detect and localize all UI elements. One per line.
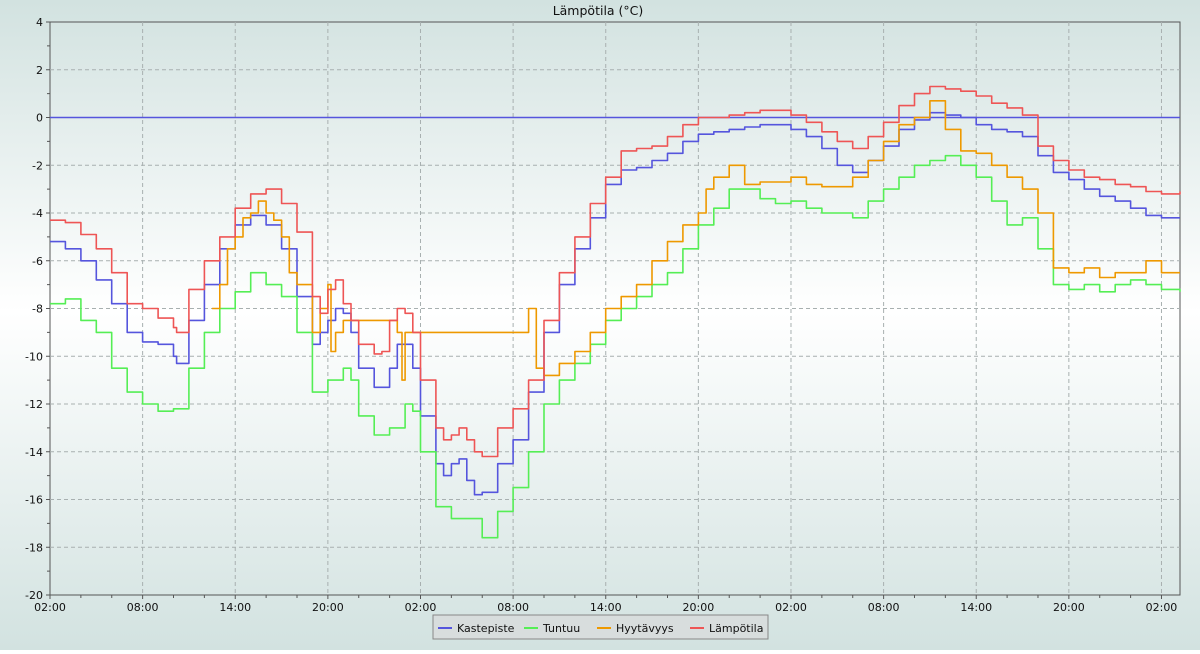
x-tick-label: 02:00 — [34, 601, 66, 614]
y-tick-label: -20 — [25, 589, 43, 602]
legend-label: Kastepiste — [457, 622, 515, 635]
x-tick-label: 14:00 — [219, 601, 251, 614]
x-tick-label: 14:00 — [590, 601, 622, 614]
y-tick-label: -18 — [25, 541, 43, 554]
y-tick-label: -2 — [32, 159, 43, 172]
x-tick-label: 20:00 — [683, 601, 715, 614]
y-tick-label: 0 — [36, 112, 43, 125]
y-tick-label: 2 — [36, 64, 43, 77]
x-tick-label: 20:00 — [312, 601, 344, 614]
y-tick-label: -16 — [25, 494, 43, 507]
y-tick-label: -8 — [32, 303, 43, 316]
y-tick-label: -12 — [25, 398, 43, 411]
y-tick-label: -14 — [25, 446, 43, 459]
legend-label: Hyytävyys — [616, 622, 674, 635]
legend-label: Lämpötila — [709, 622, 763, 635]
x-tick-label: 02:00 — [775, 601, 807, 614]
y-tick-label: -6 — [32, 255, 43, 268]
x-tick-label: 20:00 — [1053, 601, 1085, 614]
series-line-2 — [212, 100, 1180, 381]
x-tick-label: 02:00 — [405, 601, 437, 614]
chart-title: Lämpötila (°C) — [553, 3, 644, 18]
series-line-1 — [50, 154, 1181, 539]
series-lines — [50, 85, 1181, 539]
x-tick-label: 14:00 — [960, 601, 992, 614]
x-tick-label: 02:00 — [1146, 601, 1178, 614]
x-tick-label: 08:00 — [497, 601, 529, 614]
x-tick-label: 08:00 — [127, 601, 159, 614]
y-tick-label: -10 — [25, 350, 43, 363]
y-tick-label: -4 — [32, 207, 43, 220]
legend: Kastepiste Tuntuu Hyytävyys Lämpötila — [432, 614, 769, 640]
legend-label: Tuntuu — [542, 622, 580, 635]
y-tick-label: 4 — [36, 16, 43, 29]
series-line-3 — [50, 85, 1181, 458]
x-tick-label: 08:00 — [868, 601, 900, 614]
